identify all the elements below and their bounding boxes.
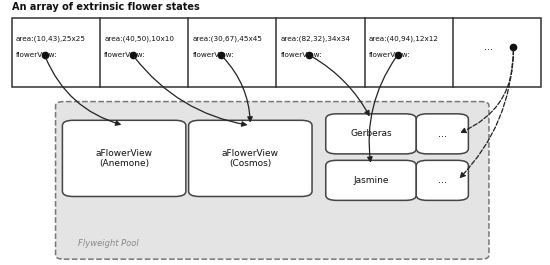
Text: aFlowerView
(Anemone): aFlowerView (Anemone) [96, 149, 153, 168]
Text: ...: ... [438, 129, 447, 139]
FancyBboxPatch shape [416, 114, 469, 154]
Text: area:(82,32),34x34: area:(82,32),34x34 [280, 35, 351, 42]
FancyBboxPatch shape [326, 114, 416, 154]
Text: An array of extrinsic flower states: An array of extrinsic flower states [12, 2, 200, 12]
Text: flowerView:: flowerView: [192, 52, 234, 58]
Text: Flyweight Pool: Flyweight Pool [78, 238, 138, 248]
FancyBboxPatch shape [56, 101, 489, 259]
Text: flowerView:: flowerView: [280, 52, 322, 58]
Text: area:(40,50),10x10: area:(40,50),10x10 [104, 35, 174, 42]
Text: ...: ... [484, 42, 493, 52]
Text: area:(40,94),12x12: area:(40,94),12x12 [369, 35, 439, 42]
Text: flowerView:: flowerView: [104, 52, 146, 58]
FancyBboxPatch shape [326, 160, 416, 200]
Text: flowerView:: flowerView: [16, 52, 58, 58]
Text: area:(10,43),25x25: area:(10,43),25x25 [16, 35, 86, 42]
FancyBboxPatch shape [416, 160, 469, 200]
Text: Gerberas: Gerberas [350, 129, 392, 138]
Text: ...: ... [438, 175, 447, 185]
Text: flowerView:: flowerView: [369, 52, 411, 58]
Text: area:(30,67),45x45: area:(30,67),45x45 [192, 35, 262, 42]
Text: aFlowerView
(Cosmos): aFlowerView (Cosmos) [222, 149, 279, 168]
Bar [12, 18, 541, 87]
Text: Jasmine: Jasmine [353, 176, 389, 185]
FancyBboxPatch shape [189, 120, 312, 197]
FancyBboxPatch shape [62, 120, 186, 197]
